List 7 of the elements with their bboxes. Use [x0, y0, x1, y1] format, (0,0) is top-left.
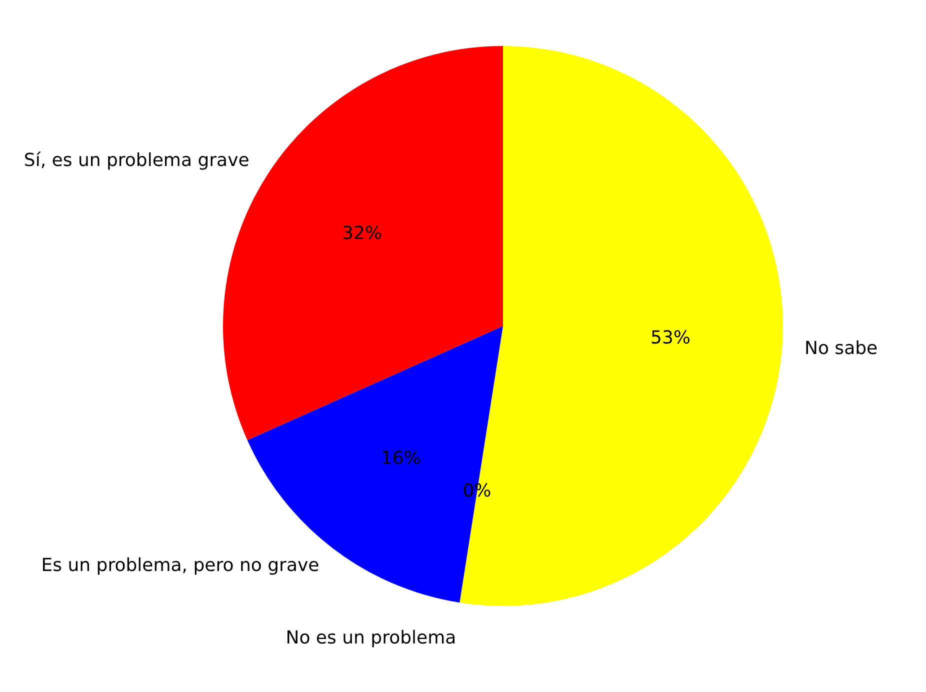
slice-label: Es un problema, pero no grave: [41, 554, 320, 576]
data-label: 16%: [380, 448, 421, 470]
data-label: 32%: [342, 223, 382, 244]
data-label: 53%: [650, 328, 690, 349]
slice-label: Sí, es un problema grave: [24, 150, 250, 172]
slice-label: No sabe: [804, 338, 878, 360]
category-label: No es un problema: [286, 627, 456, 648]
